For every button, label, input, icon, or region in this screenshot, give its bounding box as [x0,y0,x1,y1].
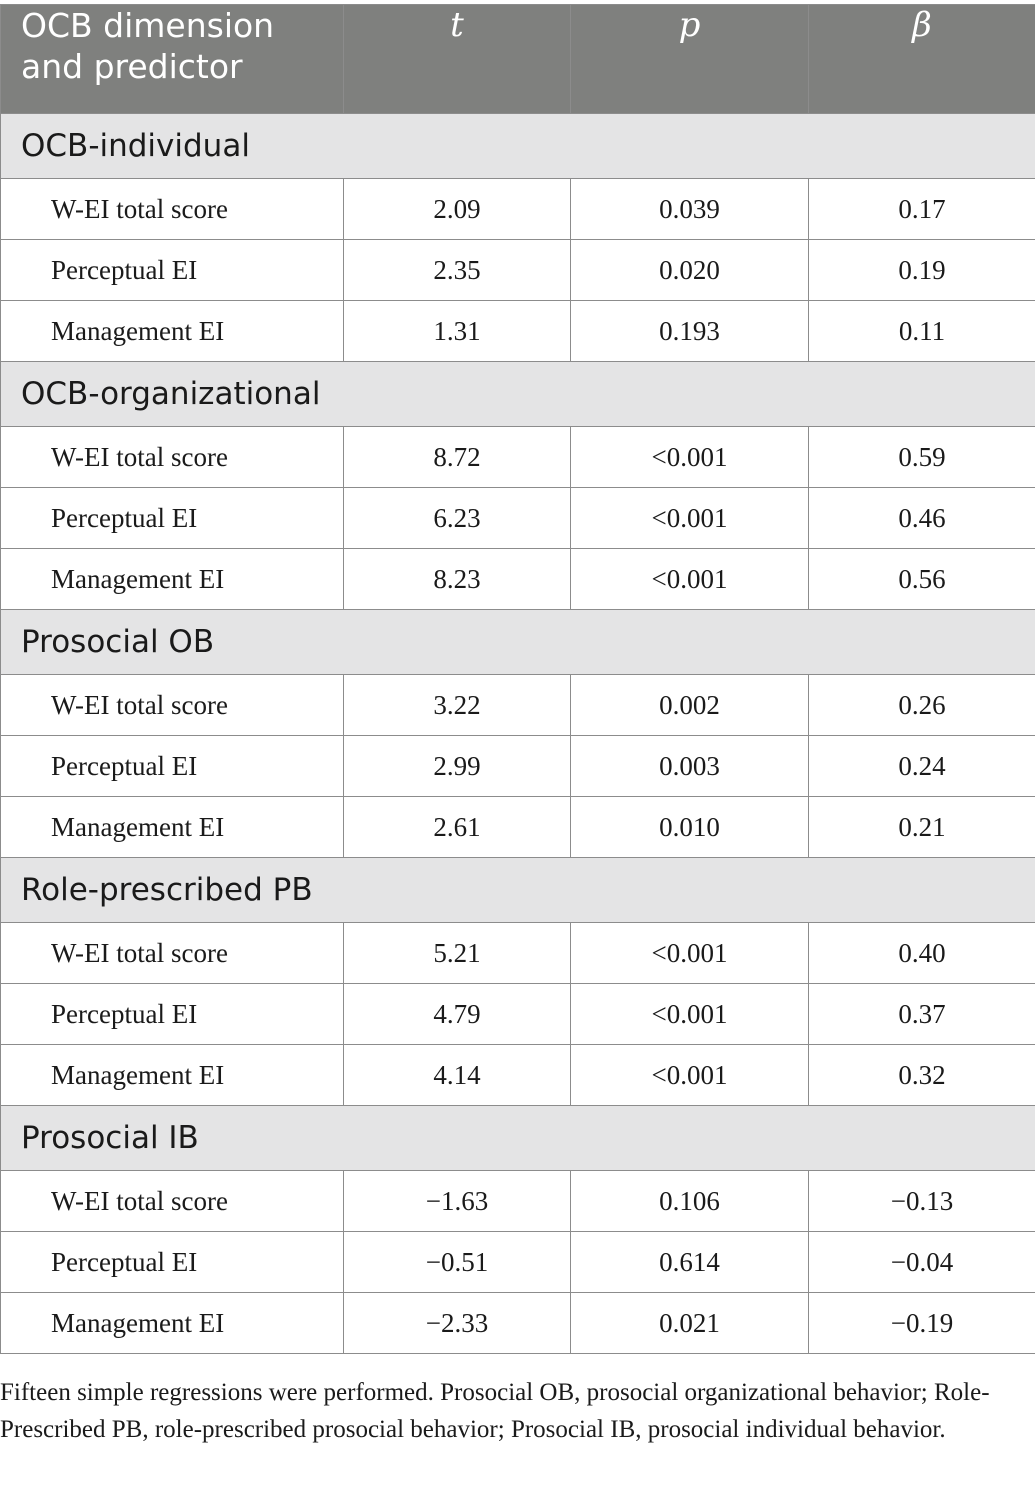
beta-cell: 0.46 [808,487,1035,549]
beta-cell: −0.04 [808,1231,1035,1293]
group-label: Prosocial OB [0,609,1035,675]
table-row: Management EI 4.14 <0.001 0.32 [0,1044,1035,1106]
table-row: W-EI total score 5.21 <0.001 0.40 [0,922,1035,984]
table-row: Perceptual EI −0.51 0.614 −0.04 [0,1231,1035,1293]
predictor-cell: Management EI [0,300,344,362]
t-cell: −0.51 [343,1231,571,1293]
predictor-cell: Perceptual EI [0,735,344,797]
table-row: Management EI 8.23 <0.001 0.56 [0,548,1035,610]
beta-cell: 0.21 [808,796,1035,858]
beta-cell: 0.56 [808,548,1035,610]
table-row: W-EI total score 2.09 0.039 0.17 [0,178,1035,240]
p-cell: 0.021 [570,1292,809,1354]
predictor-cell: Management EI [0,796,344,858]
beta-cell: 0.24 [808,735,1035,797]
group-label: Prosocial IB [0,1105,1035,1171]
p-cell: 0.193 [570,300,809,362]
beta-cell: −0.13 [808,1170,1035,1232]
t-cell: 2.99 [343,735,571,797]
predictor-cell: Management EI [0,548,344,610]
table-footnote: Fifteen simple regressions were performe… [0,1379,990,1443]
t-cell: 8.23 [343,548,571,610]
t-cell: 4.14 [343,1044,571,1106]
t-cell: −1.63 [343,1170,571,1232]
predictor-cell: Perceptual EI [0,239,344,301]
p-cell: 0.614 [570,1231,809,1293]
table-header-row: OCB dimension and predictor t p β [0,4,1035,114]
table-row: Management EI −2.33 0.021 −0.19 [0,1292,1035,1354]
t-cell: −2.33 [343,1292,571,1354]
table-row: Perceptual EI 6.23 <0.001 0.46 [0,487,1035,549]
table-row: Perceptual EI 2.35 0.020 0.19 [0,239,1035,301]
group-row: OCB-organizational [0,361,1035,427]
group-row: OCB-individual [0,113,1035,179]
t-cell: 6.23 [343,487,571,549]
header-p: p [570,4,809,114]
beta-cell: 0.59 [808,426,1035,488]
table-row: W-EI total score −1.63 0.106 −0.13 [0,1170,1035,1232]
p-cell: 0.002 [570,674,809,736]
table-row: W-EI total score 3.22 0.002 0.26 [0,674,1035,736]
table-row: Perceptual EI 2.99 0.003 0.24 [0,735,1035,797]
beta-cell: 0.11 [808,300,1035,362]
beta-cell: 0.19 [808,239,1035,301]
t-cell: 5.21 [343,922,571,984]
regression-table: OCB dimension and predictor t p β OCB-in… [0,4,1035,1354]
table-row: Management EI 1.31 0.193 0.11 [0,300,1035,362]
predictor-cell: W-EI total score [0,426,344,488]
p-cell: 0.003 [570,735,809,797]
predictor-cell: W-EI total score [0,1170,344,1232]
group-row: Role-prescribed PB [0,857,1035,923]
p-cell: <0.001 [570,548,809,610]
p-cell: <0.001 [570,487,809,549]
predictor-cell: Perceptual EI [0,983,344,1045]
predictor-cell: Management EI [0,1044,344,1106]
p-cell: 0.020 [570,239,809,301]
beta-cell: 0.40 [808,922,1035,984]
group-row: Prosocial OB [0,609,1035,675]
predictor-cell: Perceptual EI [0,487,344,549]
t-cell: 8.72 [343,426,571,488]
p-cell: <0.001 [570,983,809,1045]
group-row: Prosocial IB [0,1105,1035,1171]
group-label: OCB-organizational [0,361,1035,427]
p-cell: 0.039 [570,178,809,240]
table-row: W-EI total score 8.72 <0.001 0.59 [0,426,1035,488]
beta-cell: 0.32 [808,1044,1035,1106]
beta-cell: −0.19 [808,1292,1035,1354]
beta-cell: 0.17 [808,178,1035,240]
p-cell: <0.001 [570,426,809,488]
p-cell: <0.001 [570,922,809,984]
t-cell: 2.35 [343,239,571,301]
t-cell: 1.31 [343,300,571,362]
table-row: Management EI 2.61 0.010 0.21 [0,796,1035,858]
predictor-cell: W-EI total score [0,674,344,736]
p-cell: <0.001 [570,1044,809,1106]
p-cell: 0.010 [570,796,809,858]
p-cell: 0.106 [570,1170,809,1232]
group-label: OCB-individual [0,113,1035,179]
t-cell: 3.22 [343,674,571,736]
header-t: t [343,4,571,114]
header-beta: β [808,4,1035,114]
predictor-cell: W-EI total score [0,178,344,240]
t-cell: 2.09 [343,178,571,240]
t-cell: 4.79 [343,983,571,1045]
table-row: Perceptual EI 4.79 <0.001 0.37 [0,983,1035,1045]
predictor-cell: Management EI [0,1292,344,1354]
predictor-cell: Perceptual EI [0,1231,344,1293]
group-label: Role-prescribed PB [0,857,1035,923]
beta-cell: 0.37 [808,983,1035,1045]
beta-cell: 0.26 [808,674,1035,736]
predictor-cell: W-EI total score [0,922,344,984]
header-dimension: OCB dimension and predictor [0,4,344,114]
t-cell: 2.61 [343,796,571,858]
